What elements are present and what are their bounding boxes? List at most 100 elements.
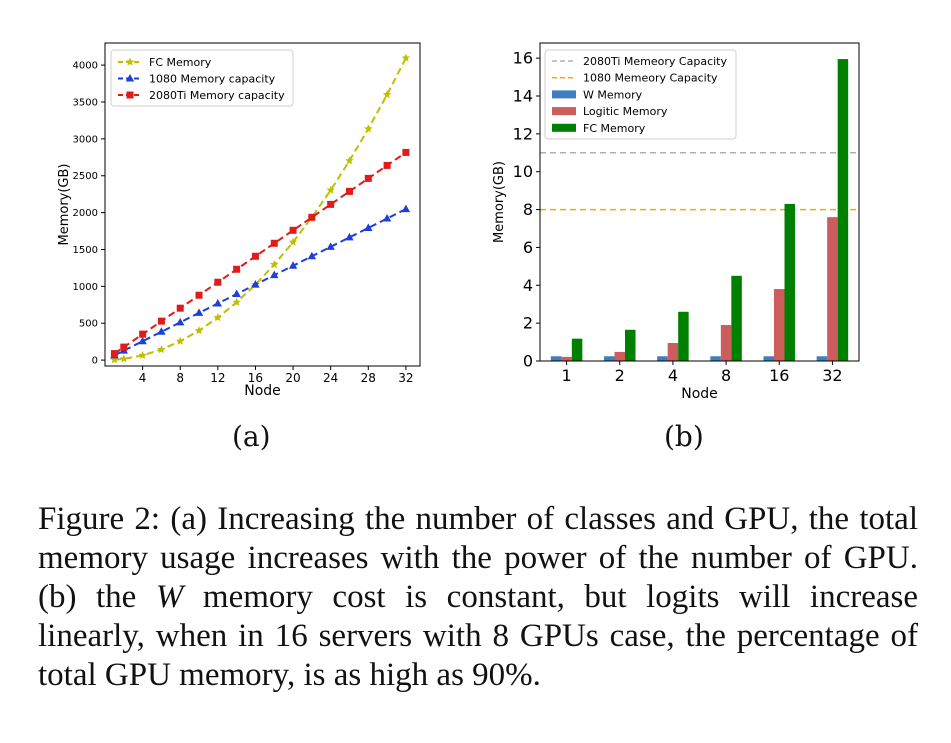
legend-b: 2080Ti Memeory Capacity 1080 Memeory Capa…: [544, 49, 737, 140]
legend-frame-a: [110, 49, 294, 107]
bar-b-1: [827, 217, 838, 361]
y-tick-label-a: 3500: [73, 97, 98, 108]
bar-b-0: [604, 356, 615, 361]
data-point-a-2: [289, 226, 297, 234]
x-tick-label-a: 24: [323, 371, 338, 385]
subfigure-label-a: (a): [232, 420, 271, 453]
plot-frame-b: [539, 42, 860, 362]
y-axis-label-a: Memory(GB): [57, 163, 72, 245]
bar-b-1: [614, 351, 625, 361]
y-tick-label-b: 10: [513, 162, 533, 181]
y-tick-label-b: 0: [523, 352, 533, 371]
x-tick-label-a: 4: [139, 371, 147, 385]
data-point-a-1: [307, 251, 317, 260]
bar-b-2: [731, 275, 742, 361]
y-tick-label-a: 500: [79, 319, 98, 330]
data-point-a-2: [402, 148, 410, 156]
legend-label-a-1: 1080 Memory capacity: [149, 73, 276, 86]
x-tick-label-b: 2: [615, 366, 625, 385]
data-point-a-1: [270, 270, 279, 279]
x-tick-label-b: 1: [561, 366, 571, 385]
data-point-a-1: [382, 214, 392, 222]
legend-marker-a-1: [125, 74, 135, 82]
legend-label-a-2: 2080Ti Memory capacity: [149, 89, 285, 102]
bar-b-0: [550, 356, 562, 361]
data-point-a-0: [232, 297, 241, 306]
data-point-a-2: [139, 330, 147, 338]
y-tick-label-a: 1000: [73, 282, 98, 293]
data-point-a-1: [194, 308, 204, 316]
data-point-a-2: [251, 252, 259, 260]
x-tick-label-a: 28: [361, 371, 376, 385]
x-tick-label-a: 8: [176, 371, 184, 385]
x-tick-label-b: 16: [769, 366, 789, 385]
bar-b-1: [720, 325, 732, 361]
y-tick-label-b: 12: [513, 124, 533, 143]
y-axis-label-b: Memory(GB): [492, 161, 507, 243]
bar-b-0: [710, 356, 721, 361]
data-point-a-0: [382, 90, 392, 99]
bar-b-0: [763, 356, 774, 361]
legend-label-a-0: FC Memory: [149, 56, 212, 69]
data-point-a-2: [327, 200, 335, 208]
data-point-a-1: [288, 261, 298, 269]
x-axis-label-b: Node: [681, 386, 718, 402]
y-tick-label-a: 3000: [73, 134, 98, 145]
x-tick-label-b: 4: [668, 366, 678, 385]
legend-marker-a-2: [126, 91, 134, 99]
data-point-a-0: [213, 313, 223, 322]
legend-swatch-b-2: [552, 90, 576, 99]
y-tick-label-a: 1500: [73, 245, 98, 256]
y-tick-label-b: 2: [523, 314, 533, 333]
y-tick-label-a: 2500: [73, 171, 98, 182]
x-tick-label-a: 16: [248, 371, 263, 385]
data-point-a-0: [119, 354, 129, 363]
caption-symbol: W: [155, 579, 184, 615]
data-point-a-2: [345, 187, 353, 195]
x-axis-label-a: Node: [244, 383, 281, 399]
legend-label-b-2: W Memory: [583, 88, 643, 101]
data-point-a-0: [345, 156, 354, 165]
y-tick-label-a: 0: [92, 356, 98, 367]
data-point-a-0: [288, 237, 298, 246]
data-point-a-1: [138, 336, 147, 345]
plot-frame-a: [104, 42, 421, 367]
subfigure-label-b: (b): [664, 420, 704, 453]
bar-b-2: [837, 59, 849, 361]
y-tick-label-a: 4000: [73, 61, 98, 72]
x-tick-label-b: 8: [721, 366, 731, 385]
bar-b-0: [816, 356, 828, 361]
data-point-a-0: [175, 336, 185, 345]
chart-b: 1 2 4 8 16 320246810121416NodeMemory(GB)2080T…: [492, 42, 860, 402]
y-tick-label-b: 14: [513, 87, 533, 106]
y-tick-label-b: 16: [513, 49, 533, 68]
bar-b-1: [774, 289, 785, 361]
data-point-a-1: [157, 327, 166, 335]
data-point-a-0: [110, 355, 119, 364]
legend-swatch-b-4: [552, 123, 576, 132]
bar-b-2: [625, 329, 636, 361]
y-tick-label-b: 6: [523, 238, 533, 257]
data-point-a-2: [308, 213, 316, 221]
data-point-a-1: [251, 280, 260, 288]
x-tick-label-a: 12: [210, 371, 225, 385]
data-point-a-2: [120, 343, 128, 351]
bar-b-1: [667, 343, 679, 361]
data-point-a-2: [157, 317, 165, 325]
data-point-a-1: [345, 232, 354, 241]
data-point-a-1: [401, 204, 411, 213]
data-point-a-0: [138, 350, 147, 360]
y-tick-label-b: 4: [523, 276, 533, 295]
legend-label-b-4: FC Memory: [583, 122, 646, 135]
data-point-a-0: [401, 53, 411, 62]
legend-label-b-0: 2080Ti Memeory Capacity: [583, 55, 727, 68]
data-point-a-1: [232, 289, 241, 298]
data-point-a-2: [195, 291, 203, 299]
data-point-a-2: [110, 350, 118, 358]
bar-b-1: [561, 356, 572, 361]
x-tick-label-a: 20: [285, 371, 300, 385]
data-point-a-2: [383, 161, 391, 169]
legend-swatch-b-3: [552, 107, 576, 116]
data-point-a-1: [176, 317, 185, 326]
legend-label-b-3: Logitic Memory: [583, 105, 668, 118]
